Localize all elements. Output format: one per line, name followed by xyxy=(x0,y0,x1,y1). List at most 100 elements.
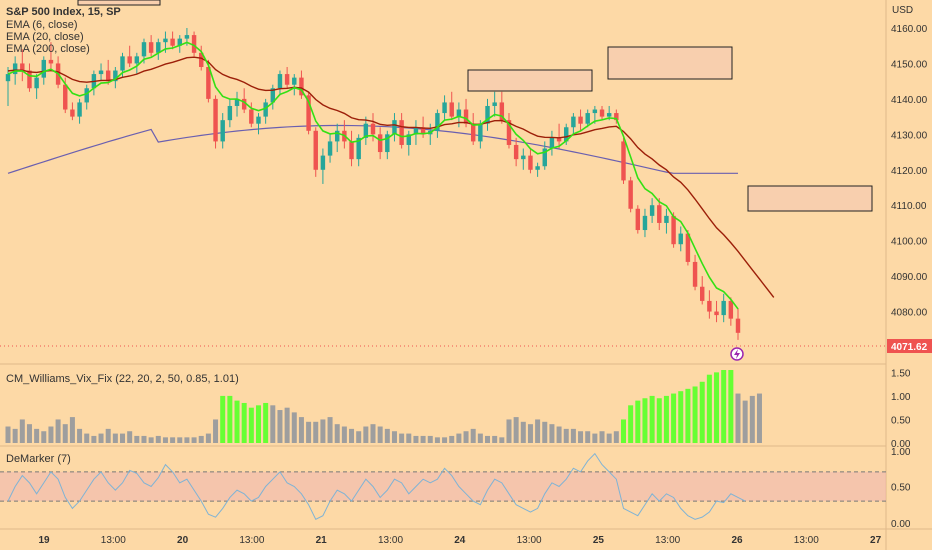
vix-bar xyxy=(48,426,54,443)
vix-bar xyxy=(413,435,419,443)
price-tick-label: 4130.00 xyxy=(891,130,928,141)
vix-bar xyxy=(527,424,533,443)
candle-body xyxy=(449,102,454,117)
vix-bar xyxy=(749,395,755,443)
candle-body xyxy=(105,70,111,82)
vix-bar xyxy=(270,405,276,443)
vix-bar xyxy=(384,428,390,443)
vix-bar xyxy=(585,431,591,443)
candle-body xyxy=(241,98,247,110)
vix-bar xyxy=(170,437,176,443)
vix-bar xyxy=(341,426,347,443)
candle-body xyxy=(599,109,605,117)
vix-bar xyxy=(656,398,662,443)
vix-bar xyxy=(55,419,61,443)
vix-bar xyxy=(663,395,669,443)
time-tick-label: 13:00 xyxy=(101,535,126,546)
candle-body xyxy=(571,116,576,128)
vix-bar xyxy=(327,417,333,443)
candle-body xyxy=(685,233,691,262)
vix-tick-label: 0.00 xyxy=(891,439,911,450)
candle-body xyxy=(406,134,412,145)
candle-body xyxy=(492,102,497,106)
vix-bar xyxy=(62,424,68,443)
vix-bar xyxy=(613,431,619,443)
candle-body xyxy=(528,155,533,170)
vix-bar xyxy=(671,393,677,443)
ema200-legend[interactable]: EMA (200, close) xyxy=(6,43,90,55)
time-tick-label: 21 xyxy=(316,535,328,546)
price-tick-label: 4100.00 xyxy=(891,237,928,248)
lightning-alert-icon[interactable] xyxy=(730,347,744,361)
vix-bar xyxy=(706,374,712,443)
candle-body xyxy=(213,98,218,142)
candle-body xyxy=(521,155,526,160)
candle-body xyxy=(556,137,562,142)
symbol-title[interactable]: S&P 500 Index, 15, SP xyxy=(6,6,121,18)
drawing-box-2[interactable] xyxy=(467,69,593,92)
vix-bar xyxy=(34,428,40,443)
vix-axis[interactable]: 1.50 1.00 0.50 0.00 xyxy=(891,368,911,450)
vix-bar xyxy=(313,421,319,443)
demarker-tick-label: 0.50 xyxy=(891,483,911,494)
vix-bar xyxy=(134,435,140,443)
candle-body xyxy=(363,123,369,138)
candle-body xyxy=(156,42,161,53)
demarker-axis[interactable]: 1.00 0.50 0.00 xyxy=(891,447,911,530)
candle-body xyxy=(113,70,118,82)
candle-body xyxy=(678,233,683,245)
candle-body xyxy=(649,205,655,216)
candle-body xyxy=(20,63,25,71)
vix-bar xyxy=(485,435,491,443)
candle-body xyxy=(356,137,361,160)
candle-body xyxy=(392,120,397,135)
candle-body xyxy=(70,109,75,117)
vix-bar xyxy=(420,435,426,443)
drawing-box-1[interactable] xyxy=(77,0,161,6)
vix-bar xyxy=(91,435,97,443)
time-axis[interactable]: 19 13:00 20 13:00 21 13:00 24 13:00 25 13:00 26 13:… xyxy=(38,535,881,546)
candle-body xyxy=(77,102,82,117)
vix-bar xyxy=(162,437,168,443)
vix-bar xyxy=(349,428,355,443)
candle-body xyxy=(606,113,612,117)
candle-body xyxy=(170,38,175,46)
vix-bar xyxy=(120,433,126,443)
last-price-label: 4071.62 xyxy=(891,342,928,353)
drawing-box-4[interactable] xyxy=(747,185,873,212)
candle-body xyxy=(320,155,326,170)
vix-bar xyxy=(492,435,498,443)
candle-body xyxy=(699,286,705,301)
candle-body xyxy=(399,120,404,145)
candle-body xyxy=(256,116,261,124)
candle-body xyxy=(141,42,147,57)
vix-panel-title[interactable]: CM_Williams_Vix_Fix (22, 20, 2, 50, 0.85… xyxy=(6,373,239,385)
drawing-box-3[interactable] xyxy=(607,46,733,80)
vix-bar xyxy=(77,428,83,443)
time-tick-label: 20 xyxy=(177,535,189,546)
ema20-legend[interactable]: EMA (20, close) xyxy=(6,31,84,43)
vix-bar xyxy=(470,428,476,443)
vix-bar xyxy=(26,424,32,443)
vix-bar xyxy=(628,405,634,443)
demarker-panel-title[interactable]: DeMarker (7) xyxy=(6,453,71,465)
candle-body xyxy=(48,59,54,64)
vix-bar xyxy=(678,391,684,443)
candle-body xyxy=(292,77,297,85)
vix-bar xyxy=(155,435,161,443)
candle-body xyxy=(564,127,569,142)
demarker-tick-label: 1.00 xyxy=(891,447,911,458)
vix-bar xyxy=(320,419,326,443)
time-tick-label: 19 xyxy=(38,535,50,546)
demarker-band xyxy=(0,471,886,502)
candle-body xyxy=(134,56,140,64)
ema6-legend[interactable]: EMA (6, close) xyxy=(6,19,78,31)
candle-body xyxy=(442,102,447,114)
vix-bar xyxy=(563,428,569,443)
candle-body xyxy=(163,38,168,43)
candle-body xyxy=(206,66,211,99)
time-tick-label: 13:00 xyxy=(239,535,264,546)
candle-body xyxy=(184,35,190,39)
candle-body xyxy=(191,35,197,53)
